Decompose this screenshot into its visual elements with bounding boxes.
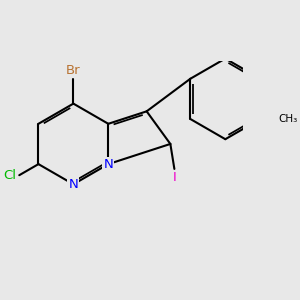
Text: Cl: Cl (3, 169, 16, 182)
Text: Br: Br (66, 64, 81, 77)
Text: N: N (68, 178, 78, 191)
Text: CH₃: CH₃ (279, 114, 298, 124)
Text: N: N (103, 158, 113, 171)
Text: I: I (172, 171, 176, 184)
